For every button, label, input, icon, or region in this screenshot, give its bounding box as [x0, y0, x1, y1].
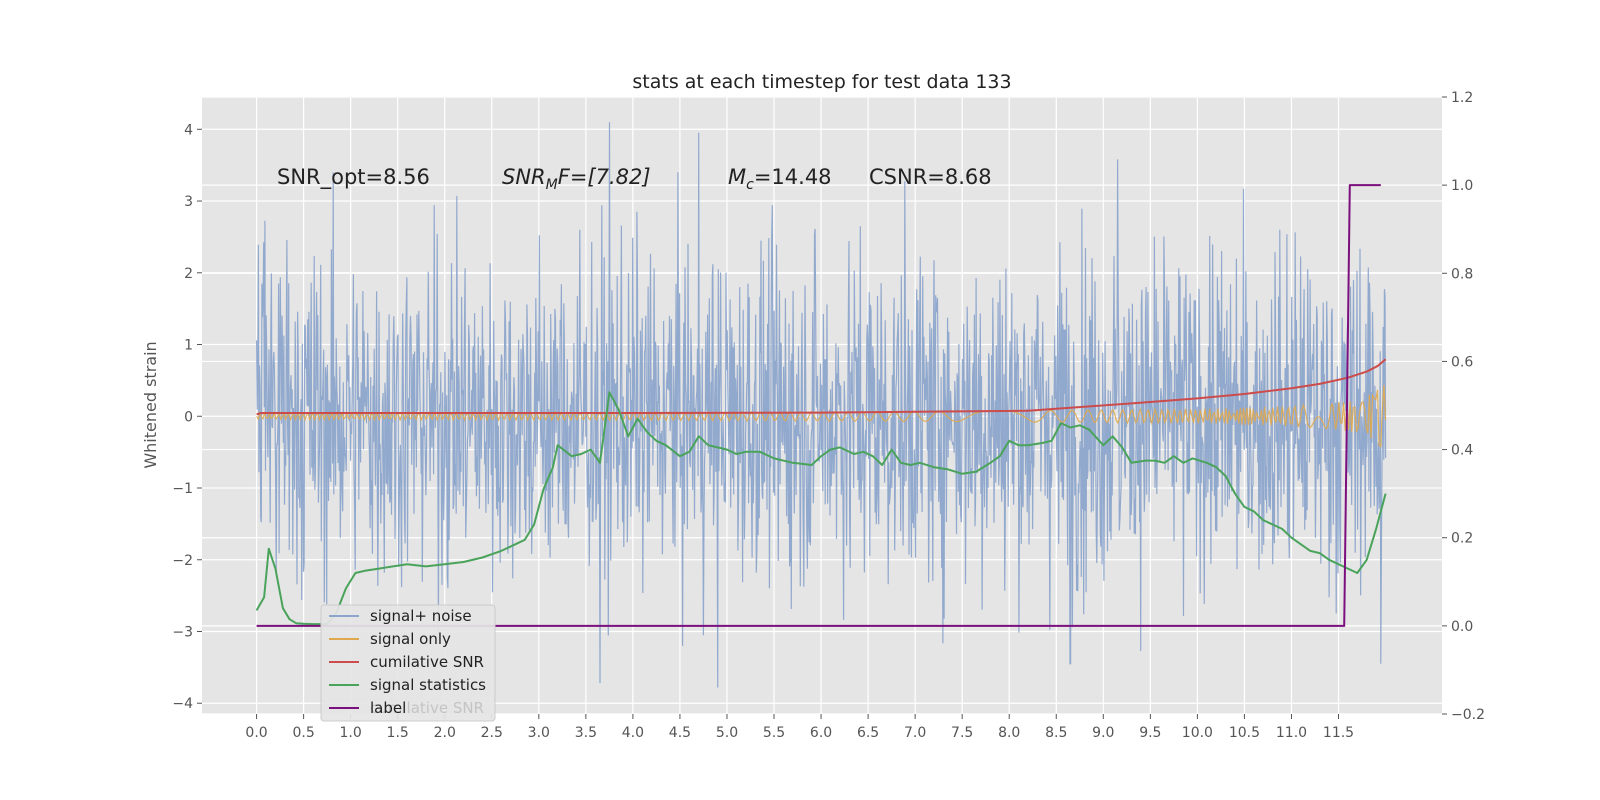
x-tick-label: 6.5 — [857, 725, 879, 741]
legend-label: label — [370, 699, 406, 717]
y-tick-label-left: 3 — [184, 194, 193, 210]
signal-noise-line — [256, 122, 1387, 688]
annotations: SNR_opt=8.56 SNRMF=[7.82] Mc=14.48 CSNR=… — [277, 165, 992, 193]
signal-statistics-line — [255, 391, 1387, 626]
x-tick-label: 6.0 — [810, 725, 832, 741]
cumilative-snr-line — [256, 358, 1387, 416]
x-tick-label: 7.5 — [951, 725, 973, 741]
x-tick-label: 5.5 — [763, 725, 785, 741]
legend-ghost-text: cumilative SNR — [370, 699, 484, 717]
annotation-snr-mf: SNRMF=[7.82] — [502, 165, 651, 193]
legend-label: signal+ noise — [370, 607, 472, 625]
signal-only-series — [256, 385, 1387, 448]
x-tick-label: 1.5 — [387, 725, 409, 741]
x-tick-label: 3.5 — [575, 725, 597, 741]
x-tick-label: 5.0 — [716, 725, 738, 741]
y-tick-label-right: 0.2 — [1451, 531, 1473, 547]
x-tick-label: 9.0 — [1092, 725, 1114, 741]
x-tick-label: 10.0 — [1182, 725, 1213, 741]
legend-label: signal statistics — [370, 676, 486, 694]
y-tick-label-left: 1 — [184, 338, 193, 354]
chart-title: stats at each timestep for test data 133 — [632, 71, 1011, 93]
x-tick-label: 8.5 — [1045, 725, 1067, 741]
x-tick-label: 4.5 — [669, 725, 691, 741]
y-tick-label-right: 1.2 — [1451, 90, 1473, 106]
x-tick-label: 0.5 — [292, 725, 314, 741]
label-line — [256, 184, 1381, 627]
annotation-mc: Mc=14.48 — [728, 165, 832, 193]
y-axis-left-ticks: −4 −3 −2 −1 0 1 2 3 4 — [172, 122, 202, 712]
y-tick-label-right: 0.0 — [1451, 619, 1473, 635]
y-tick-label-right: 0.8 — [1451, 266, 1473, 282]
y-tick-label-right: 0.4 — [1451, 443, 1473, 459]
signal-only-line — [256, 385, 1387, 448]
x-axis-ticks: 0.0 0.5 1.0 1.5 2.0 2.5 3.0 3.5 4.0 4.5 5.0 5.5 6.0 6… — [245, 714, 1354, 741]
x-tick-label: 10.5 — [1229, 725, 1260, 741]
x-tick-label: 1.0 — [340, 725, 362, 741]
x-tick-label: 4.0 — [622, 725, 644, 741]
x-tick-label: 2.5 — [481, 725, 503, 741]
legend: cumilative SNR signal+ noise signal only c… — [320, 604, 496, 722]
y-tick-label-left: 0 — [184, 409, 193, 425]
annotation-snr-opt: SNR_opt=8.56 — [277, 165, 430, 190]
y-tick-label-left: −1 — [172, 481, 193, 497]
x-tick-label: 7.0 — [904, 725, 926, 741]
legend-label: cumilative SNR — [370, 653, 484, 671]
y-tick-label-left: 4 — [184, 122, 193, 138]
x-tick-label: 11.0 — [1276, 725, 1307, 741]
legend-items: signal+ noise signal only cumilative SNR si… — [329, 607, 486, 717]
y-axis-label: Whitened strain — [141, 341, 160, 468]
y-tick-label-left: −2 — [172, 553, 193, 569]
line-series — [255, 184, 1387, 627]
y-tick-label-right: 1.0 — [1451, 178, 1473, 194]
x-tick-label: 3.0 — [528, 725, 550, 741]
legend-box — [320, 604, 496, 722]
legend-label: signal only — [370, 630, 451, 648]
y-tick-label-right: −0.2 — [1451, 707, 1485, 723]
x-tick-label: 9.5 — [1139, 725, 1161, 741]
annotation-csnr: CSNR=8.68 — [869, 165, 992, 189]
y-tick-label-left: −3 — [172, 624, 193, 640]
x-tick-label: 0.0 — [245, 725, 267, 741]
y-tick-label-left: −4 — [172, 696, 193, 712]
x-tick-label: 11.5 — [1323, 725, 1354, 741]
signal-noise-series — [256, 122, 1387, 688]
y-axis-right-ticks: −0.2 0.0 0.2 0.4 0.6 0.8 1.0 1.2 — [1442, 90, 1485, 723]
x-tick-label: 2.0 — [434, 725, 456, 741]
y-tick-label-left: 2 — [184, 266, 193, 282]
y-tick-label-right: 0.6 — [1451, 354, 1473, 370]
x-tick-label: 8.0 — [998, 725, 1020, 741]
